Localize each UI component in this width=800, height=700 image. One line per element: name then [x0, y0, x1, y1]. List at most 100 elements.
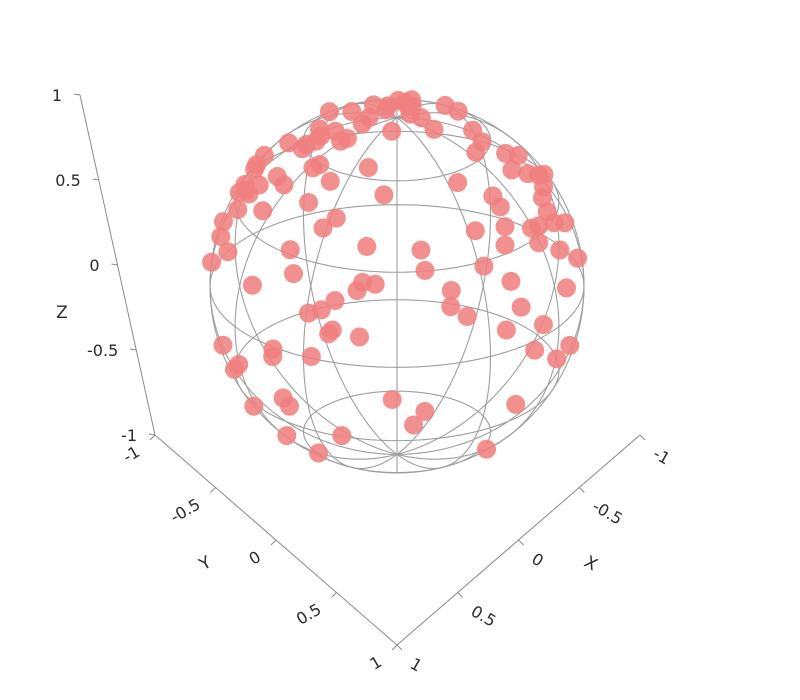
data-point — [477, 439, 497, 459]
x-tick-label: 0.5 — [468, 602, 500, 631]
data-point — [352, 114, 372, 134]
data-point — [253, 201, 273, 221]
data-point — [322, 320, 342, 340]
data-point — [229, 355, 249, 375]
data-point — [239, 184, 259, 204]
data-point — [496, 143, 516, 163]
z-tick-mark — [73, 93, 81, 96]
data-point — [490, 197, 510, 217]
data-point — [263, 339, 283, 359]
data-point — [274, 175, 294, 195]
data-point — [202, 252, 222, 272]
data-point — [357, 237, 377, 257]
data-point — [404, 415, 424, 435]
data-point — [313, 218, 333, 238]
data-point — [213, 335, 233, 355]
data-point — [299, 193, 319, 213]
data-point — [555, 213, 575, 233]
data-point — [309, 443, 329, 463]
data-point — [448, 101, 468, 121]
z-tick-label: 0.5 — [55, 171, 80, 190]
data-point — [398, 96, 418, 116]
y-tick-mark — [270, 539, 277, 546]
data-point — [501, 271, 521, 291]
x-tick-mark — [518, 539, 524, 546]
data-point — [277, 426, 297, 446]
y-tick-mark — [391, 644, 398, 651]
data-point — [537, 202, 557, 222]
z-tick-label: -0.5 — [87, 341, 118, 360]
axes-group — [73, 93, 646, 651]
x-tick-mark — [578, 487, 585, 493]
x-tick-label: 0 — [529, 549, 547, 571]
x-tick-mark — [457, 592, 464, 598]
data-point — [245, 159, 265, 179]
data-point — [560, 335, 580, 355]
data-point — [502, 160, 522, 180]
data-point — [326, 208, 346, 228]
z-tick-mark — [130, 348, 137, 351]
data-point — [244, 396, 264, 416]
x-tick-mark — [639, 434, 646, 441]
y-axis-title: Y — [195, 552, 215, 575]
data-point — [337, 128, 357, 148]
x-tick-label: 1 — [407, 654, 425, 676]
data-point — [441, 297, 461, 317]
y-tick-label: -0.5 — [167, 495, 204, 527]
y-tick-label: 0 — [246, 547, 264, 569]
data-point — [376, 100, 396, 120]
data-point — [311, 300, 331, 320]
data-point — [301, 346, 321, 366]
y-tick-label: -1 — [120, 442, 143, 466]
data-point — [511, 297, 531, 317]
data-point — [319, 102, 339, 122]
x-tick-mark — [396, 644, 403, 651]
data-point — [506, 394, 526, 414]
data-point — [347, 281, 367, 301]
data-point — [525, 340, 545, 360]
data-point — [211, 227, 231, 247]
data-point — [213, 212, 233, 232]
data-point — [411, 108, 431, 128]
data-point — [358, 158, 378, 178]
y-tick-mark — [331, 592, 337, 598]
data-point — [496, 320, 516, 340]
data-point — [495, 235, 515, 255]
data-point — [415, 401, 435, 421]
data-point — [529, 165, 549, 185]
data-point — [448, 173, 468, 193]
data-point — [280, 396, 300, 416]
data-point — [547, 349, 567, 369]
data-point — [424, 119, 444, 139]
z-tick-label: 1 — [52, 86, 62, 105]
data-point — [495, 217, 515, 237]
data-point — [568, 248, 588, 268]
data-point — [465, 221, 485, 241]
data-point — [382, 121, 402, 141]
data-point — [350, 327, 369, 347]
data-point — [320, 171, 340, 191]
z-axis-title: Z — [56, 303, 68, 323]
data-point — [474, 256, 494, 276]
z-tick-label: -1 — [121, 426, 137, 445]
data-point — [529, 233, 549, 253]
data-point — [332, 426, 352, 446]
x-tick-label: -0.5 — [589, 497, 626, 529]
x-tick-label: -1 — [650, 444, 673, 468]
data-point — [309, 119, 329, 139]
data-point — [242, 275, 262, 295]
data-point — [457, 306, 477, 326]
points-group — [202, 90, 588, 463]
data-point — [441, 281, 461, 300]
data-point — [415, 260, 435, 280]
x-axis-title: X — [580, 552, 600, 575]
data-point — [228, 200, 248, 220]
longitude-meridian — [302, 102, 492, 470]
data-point — [533, 315, 553, 335]
longitude-meridian — [302, 102, 492, 470]
y-tick-mark — [149, 434, 156, 441]
data-point — [550, 240, 570, 260]
z-tick-label: 0 — [89, 256, 99, 275]
data-point — [218, 242, 238, 262]
